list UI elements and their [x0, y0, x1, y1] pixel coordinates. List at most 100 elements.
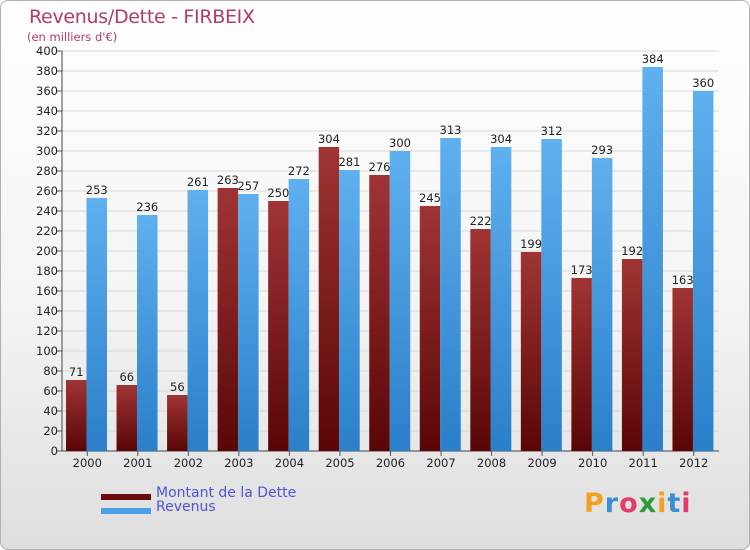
logo-letter: o — [619, 488, 639, 519]
y-tick-label: 80 — [43, 364, 58, 378]
data-label: 304 — [318, 132, 340, 146]
y-tick-label: 140 — [36, 304, 58, 318]
y-tick-label: 340 — [36, 104, 58, 118]
legend-swatch-revenue — [101, 508, 151, 514]
data-label: 173 — [571, 263, 593, 277]
x-tick-label: 2000 — [73, 456, 102, 470]
x-tick-label: 2002 — [174, 456, 203, 470]
logo-letter: i — [681, 488, 692, 519]
y-tick-label: 400 — [36, 44, 58, 58]
chart-subtitle: (en milliers d'€) — [27, 30, 118, 44]
legend-label-debt: Montant de la Dette — [156, 485, 297, 501]
x-tick-label: 2009 — [527, 456, 556, 470]
data-label: 250 — [267, 186, 289, 200]
y-tick-label: 120 — [36, 324, 58, 338]
x-tick-label: 2010 — [578, 456, 607, 470]
y-tick-label: 220 — [36, 224, 58, 238]
data-label: 71 — [69, 365, 84, 379]
bar-debt — [268, 201, 289, 451]
bar-revenue — [591, 158, 613, 451]
data-label: 253 — [86, 183, 108, 197]
bar-revenue — [692, 91, 714, 451]
logo-letter: r — [604, 488, 620, 519]
data-label: 163 — [672, 273, 694, 287]
data-label: 66 — [119, 370, 134, 384]
data-label: 199 — [520, 237, 542, 251]
logo-letter: t — [667, 488, 682, 519]
y-tick-label: 260 — [36, 184, 58, 198]
x-tick-label: 2007 — [426, 456, 455, 470]
logo-letter: P — [584, 488, 605, 519]
bars — [66, 67, 714, 451]
bar-debt — [470, 229, 491, 451]
x-tick-label: 2003 — [224, 456, 253, 470]
bar-revenue — [541, 139, 562, 451]
chart-title: Revenus/Dette - FIRBEIX — [29, 6, 255, 28]
bar-debt — [66, 380, 87, 451]
legend-swatch-debt — [101, 494, 151, 500]
bar-revenue — [288, 179, 310, 451]
y-tick-label: 0 — [51, 444, 58, 458]
data-label: 272 — [288, 164, 310, 178]
y-tick-label: 40 — [43, 404, 58, 418]
bar-debt — [419, 206, 441, 451]
data-label: 312 — [541, 124, 563, 138]
data-label: 222 — [470, 214, 492, 228]
x-tick-label: 2008 — [477, 456, 506, 470]
data-label: 293 — [591, 143, 613, 157]
bar-debt — [318, 147, 340, 451]
x-tick-label: 2001 — [123, 456, 152, 470]
legend-label-revenue: Revenus — [156, 499, 216, 515]
bar-revenue — [339, 170, 360, 451]
bar-debt — [571, 278, 592, 451]
y-tick-label: 360 — [36, 84, 58, 98]
data-label: 300 — [389, 136, 411, 150]
y-tick-label: 200 — [36, 244, 58, 258]
x-tick-label: 2004 — [275, 456, 304, 470]
bar-debt — [369, 175, 390, 451]
bar-debt — [217, 188, 239, 451]
logo-letter: i — [657, 488, 668, 519]
data-label: 257 — [237, 179, 259, 193]
bar-revenue — [187, 190, 209, 451]
x-tick-label: 2012 — [679, 456, 708, 470]
proxiti-logo: Proxiti — [584, 488, 692, 519]
y-tick-label: 380 — [36, 64, 58, 78]
bar-debt — [621, 259, 643, 451]
bar-revenue — [86, 198, 107, 451]
bar-revenue — [137, 215, 158, 451]
data-label: 56 — [170, 380, 185, 394]
data-label: 192 — [621, 244, 643, 258]
x-tick-label: 2006 — [376, 456, 405, 470]
data-label: 245 — [419, 191, 441, 205]
bar-debt — [167, 395, 188, 451]
data-label: 313 — [440, 123, 462, 137]
y-tick-label: 60 — [43, 384, 58, 398]
data-label: 384 — [642, 52, 664, 66]
y-tick-label: 180 — [36, 264, 58, 278]
y-axis-ticks: 0 20 40 60 80 100 120 140 160 180 200 220 240 260 280 3… — [36, 44, 58, 458]
bar-revenue — [238, 194, 259, 451]
data-label: 261 — [187, 175, 209, 189]
bar-debt — [672, 288, 693, 451]
bar-debt — [520, 252, 542, 451]
data-label: 236 — [136, 200, 158, 214]
x-axis-ticks: 2000 2001 2002 2003 2004 2005 2006 2007 2008 2009… — [73, 451, 708, 470]
y-tick-label: 320 — [36, 124, 58, 138]
y-tick-label: 100 — [36, 344, 58, 358]
y-tick-label: 280 — [36, 164, 58, 178]
data-label: 360 — [692, 76, 714, 90]
bar-revenue — [642, 67, 663, 451]
bar-revenue — [490, 147, 512, 451]
y-tick-label: 160 — [36, 284, 58, 298]
data-label: 304 — [490, 132, 512, 146]
y-tick-label: 240 — [36, 204, 58, 218]
data-label: 281 — [338, 155, 360, 169]
bar-revenue — [440, 138, 461, 451]
data-label: 263 — [217, 173, 239, 187]
bar-debt — [116, 385, 138, 451]
bar-revenue — [389, 151, 411, 451]
